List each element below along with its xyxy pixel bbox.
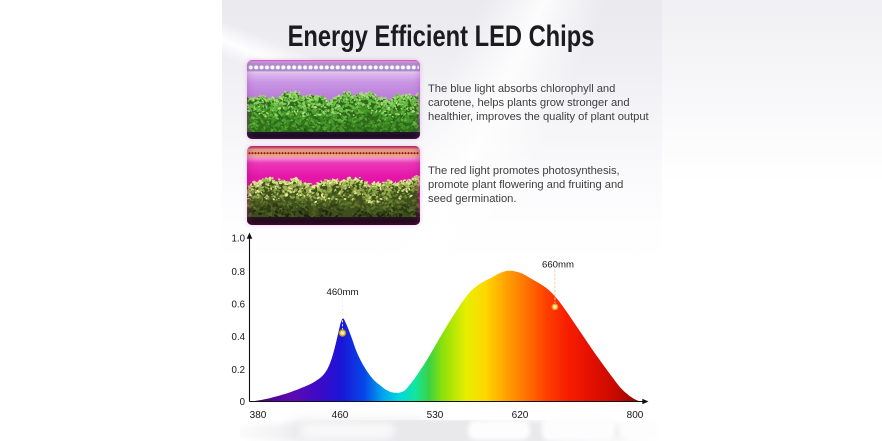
svg-text:0.6: 0.6 xyxy=(232,300,245,311)
svg-text:0.2: 0.2 xyxy=(232,365,245,376)
svg-text:800: 800 xyxy=(627,410,644,421)
svg-text:380: 380 xyxy=(250,410,267,421)
svg-text:460: 460 xyxy=(332,410,349,421)
svg-text:620: 620 xyxy=(512,410,529,421)
svg-text:1.0: 1.0 xyxy=(232,234,246,245)
svg-text:0.8: 0.8 xyxy=(232,267,245,278)
svg-text:0.4: 0.4 xyxy=(232,332,246,343)
svg-text:660mm: 660mm xyxy=(542,260,574,271)
svg-text:0: 0 xyxy=(240,397,246,408)
svg-text:530: 530 xyxy=(427,410,444,421)
svg-text:460mm: 460mm xyxy=(327,287,359,298)
